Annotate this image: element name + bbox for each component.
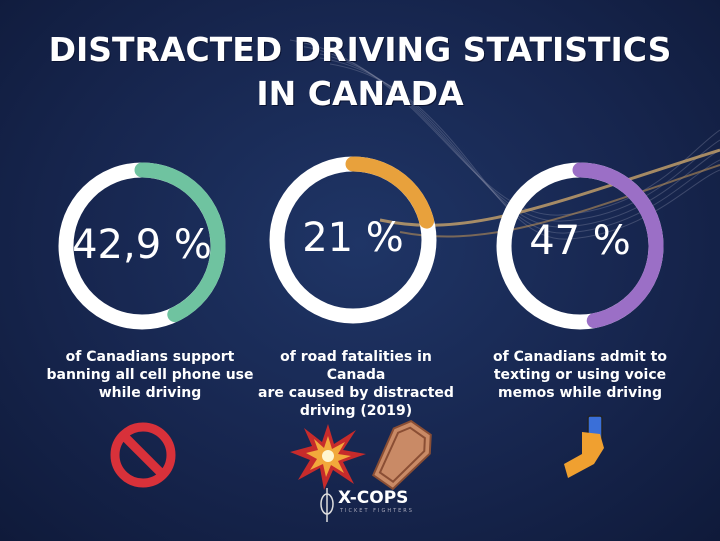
donut-progress-arc bbox=[345, 156, 435, 229]
collision-icon bbox=[290, 424, 366, 490]
logo-tagline: TICKET FIGHTERS bbox=[340, 508, 414, 514]
donut-progress-arc bbox=[134, 162, 226, 323]
stat-caption-2: of road fatalities in Canada are caused … bbox=[256, 348, 456, 420]
coffin-icon bbox=[371, 420, 432, 490]
caption-line: memos while driving bbox=[497, 385, 662, 401]
caption-line: driving (2019) bbox=[299, 403, 413, 419]
page-title: DISTRACTED DRIVING STATISTICS IN CANADA bbox=[0, 28, 720, 116]
caption-line: of Canadians support bbox=[65, 349, 235, 365]
stat-value-2: 21 % bbox=[302, 215, 404, 261]
donut-progress-arc bbox=[572, 162, 664, 329]
caption-line: texting or using voice bbox=[493, 367, 667, 383]
caption-line: banning all cell phone use bbox=[46, 367, 254, 383]
stat-value-3: 47 % bbox=[529, 218, 631, 264]
caption-line: of Canadians admit to bbox=[493, 349, 667, 365]
stat-caption-1: of Canadians support banning all cell ph… bbox=[40, 348, 260, 402]
logo-emblem-icon bbox=[320, 488, 334, 522]
caption-line: while driving bbox=[98, 385, 202, 401]
hand-holding-phone-icon bbox=[564, 415, 604, 478]
title-line-2: IN CANADA bbox=[256, 74, 464, 113]
title-line-1: DISTRACTED DRIVING STATISTICS bbox=[48, 30, 672, 69]
stat-caption-3: of Canadians admit to texting or using v… bbox=[470, 348, 690, 402]
caption-line: are caused by distracted bbox=[258, 385, 454, 401]
stat-value-1: 42,9 % bbox=[72, 222, 212, 268]
logo-name: X-COPS bbox=[338, 488, 409, 508]
caption-line: of road fatalities in Canada bbox=[280, 349, 432, 383]
prohibited-icon bbox=[110, 422, 176, 488]
x-cops-logo: X-COPS TICKET FIGHTERS bbox=[318, 488, 412, 526]
